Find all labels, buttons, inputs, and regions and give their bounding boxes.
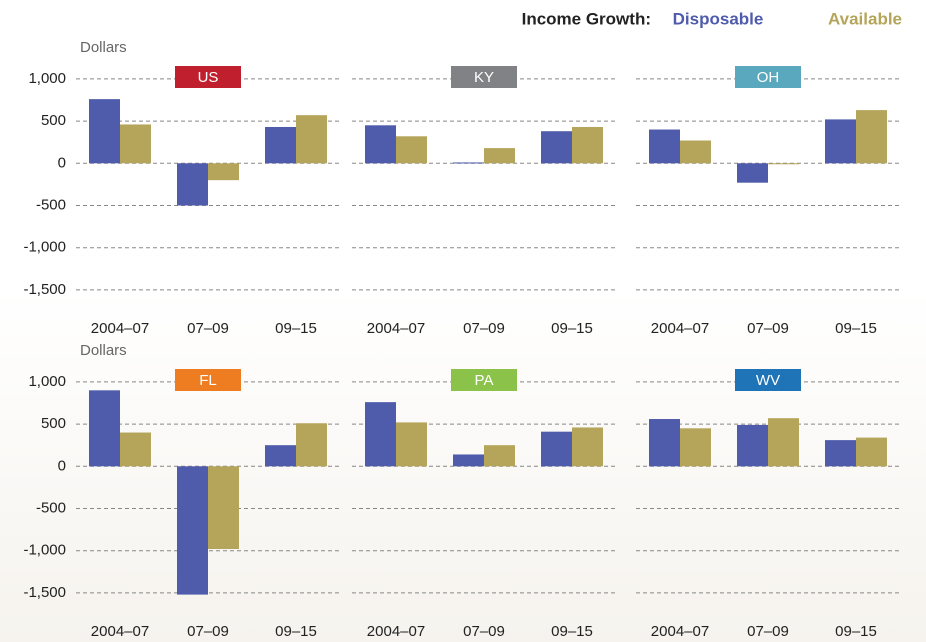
y-tick-label: 500	[41, 112, 66, 129]
bar	[484, 445, 515, 467]
bar	[89, 99, 120, 164]
bar	[768, 163, 799, 165]
y-tick-label: 500	[41, 415, 66, 432]
y-tick-label: -1,000	[23, 542, 66, 559]
legend-entry: Available	[828, 9, 902, 28]
bar	[120, 432, 151, 467]
x-tick-label: 2004–07	[367, 623, 425, 640]
bar	[856, 437, 887, 467]
x-tick-label: 2004–07	[651, 320, 709, 337]
x-tick-label: 09–15	[551, 623, 593, 640]
x-tick-label: 09–15	[551, 320, 593, 337]
x-tick-label: 07–09	[187, 623, 229, 640]
panel-title: FL	[199, 372, 217, 389]
bar	[396, 422, 427, 467]
bar	[768, 418, 799, 467]
y-tick-label: -500	[36, 499, 66, 516]
y-axis-label: Dollars	[80, 342, 127, 359]
bar	[208, 466, 239, 550]
x-tick-label: 2004–07	[91, 623, 149, 640]
y-tick-label: -500	[36, 196, 66, 213]
bar	[208, 163, 239, 181]
bar	[396, 136, 427, 164]
bar	[453, 162, 484, 164]
y-tick-label: 1,000	[28, 70, 66, 87]
bar	[541, 131, 572, 164]
bar	[177, 163, 208, 206]
bar	[89, 390, 120, 467]
bar	[453, 454, 484, 467]
y-axis-label: Dollars	[80, 39, 127, 56]
legend-entry: Disposable	[673, 9, 764, 28]
bar	[572, 427, 603, 467]
y-tick-label: -1,000	[23, 239, 66, 256]
panel-title-box	[451, 66, 517, 88]
bar	[484, 148, 515, 164]
bar	[296, 115, 327, 164]
bar	[120, 124, 151, 164]
bar	[825, 440, 856, 467]
bar	[649, 129, 680, 164]
panel-title-box	[175, 66, 241, 88]
bar	[296, 423, 327, 467]
x-tick-label: 09–15	[835, 623, 877, 640]
bar	[265, 445, 296, 467]
x-tick-label: 07–09	[463, 623, 505, 640]
x-tick-label: 07–09	[463, 320, 505, 337]
panel-title: US	[198, 69, 219, 86]
x-tick-label: 09–15	[275, 623, 317, 640]
bar	[365, 402, 396, 467]
bar	[737, 163, 768, 183]
x-tick-label: 07–09	[747, 320, 789, 337]
bar	[265, 126, 296, 164]
bar	[680, 428, 711, 467]
bar	[365, 125, 396, 164]
bar	[680, 140, 711, 164]
x-tick-label: 2004–07	[91, 320, 149, 337]
panel-title: PA	[475, 372, 494, 389]
panel-title-box	[451, 369, 517, 391]
y-tick-label: 0	[58, 457, 66, 474]
bar	[825, 119, 856, 164]
y-tick-label: -1,500	[23, 584, 66, 601]
y-tick-label: 0	[58, 154, 66, 171]
panel-title-box	[735, 369, 801, 391]
bar	[856, 110, 887, 164]
legend-title: Income Growth:	[522, 9, 651, 28]
bar	[649, 419, 680, 467]
y-tick-label: -1,500	[23, 281, 66, 298]
y-tick-label: 1,000	[28, 373, 66, 390]
x-tick-label: 09–15	[835, 320, 877, 337]
bar	[177, 466, 208, 595]
panel-title: KY	[474, 69, 494, 86]
bar	[572, 126, 603, 164]
panel-title-box	[175, 369, 241, 391]
bar	[541, 431, 572, 467]
panel-title: WV	[756, 372, 780, 389]
bar	[737, 424, 768, 467]
panel-title-box	[735, 66, 801, 88]
x-tick-label: 2004–07	[651, 623, 709, 640]
x-tick-label: 2004–07	[367, 320, 425, 337]
x-tick-label: 07–09	[187, 320, 229, 337]
panel-title: OH	[757, 69, 780, 86]
x-tick-label: 09–15	[275, 320, 317, 337]
x-tick-label: 07–09	[747, 623, 789, 640]
